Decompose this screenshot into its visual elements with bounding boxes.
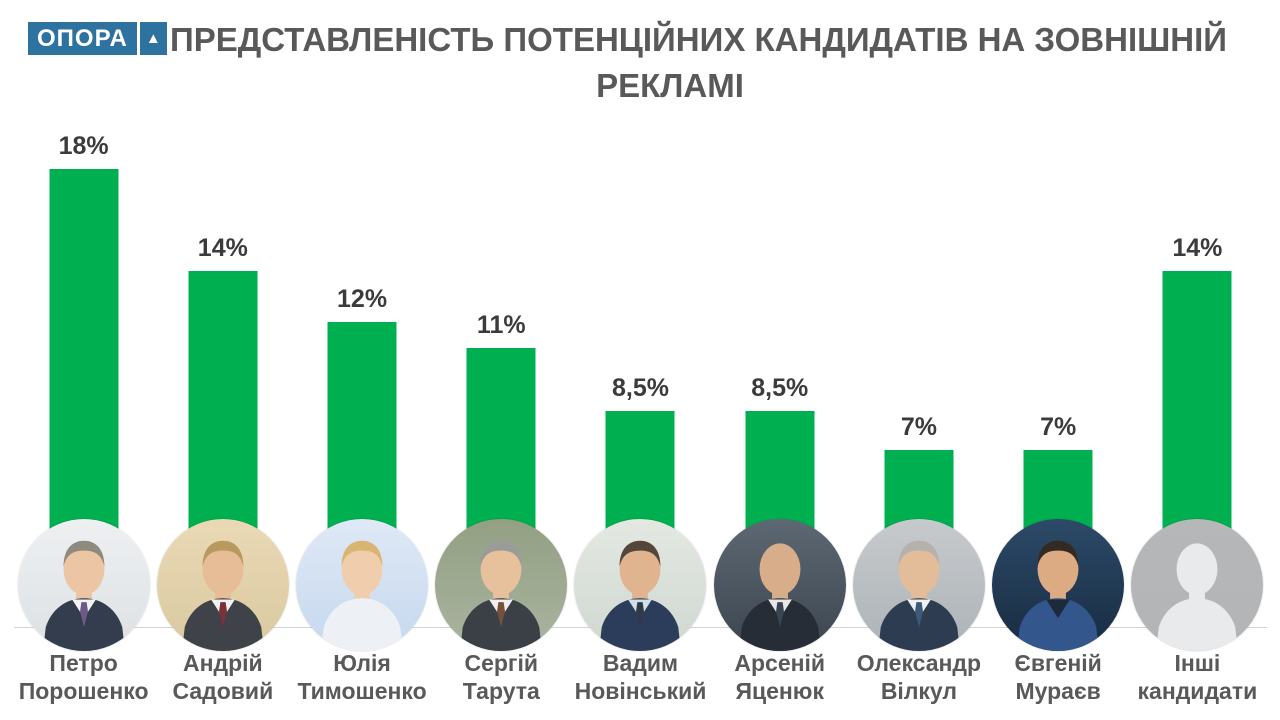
bar-column: 8,5% [571, 130, 710, 651]
chart-title: ПРЕДСТАВЛЕНІСТЬ ПОТЕНЦІЙНИХ КАНДИДАТІВ Н… [170, 17, 1228, 109]
candidate-name-line2: Тимошенко [297, 678, 427, 704]
candidate-name-line1: Інші [1174, 650, 1221, 676]
candidate-photo [17, 519, 150, 651]
candidate-name: Петро Порошенко [14, 649, 153, 705]
candidate-name-line2: Садовий [172, 678, 274, 704]
bar-chart: 18% 14% 12% [14, 130, 1267, 651]
bar-column: 11% [432, 130, 571, 651]
candidate-name: Євгеній Мураєв [989, 649, 1128, 705]
person-silhouette-icon [1017, 540, 1100, 651]
candidate-photo [1131, 519, 1264, 651]
person-silhouette-icon [599, 540, 682, 651]
bar-column: 14% [153, 130, 292, 651]
candidate-name-line2: Яценюк [735, 678, 824, 704]
bar-value-label: 7% [1040, 412, 1077, 441]
candidate-name: Сергій Тарута [432, 649, 571, 705]
bar-value-label: 18% [58, 132, 109, 160]
candidate-name: Юлія Тимошенко [292, 649, 431, 705]
candidate-name-line1: Юлія [333, 650, 391, 676]
bar-value-label: 12% [337, 285, 388, 313]
candidate-photo [713, 519, 846, 651]
person-silhouette-icon [321, 540, 403, 651]
candidate-photo [435, 519, 568, 651]
bar-value-label: 14% [197, 234, 248, 262]
candidate-name-line2: Мураєв [1015, 678, 1101, 704]
chart-title-line1: ПРЕДСТАВЛЕНІСТЬ ПОТЕНЦІЙНИХ КАНДИДАТІВ Н… [170, 21, 1228, 58]
candidate-photo [852, 519, 985, 651]
candidate-name-line1: Сергій [464, 650, 539, 676]
candidate-name-line1: Петро [49, 650, 118, 676]
person-silhouette-icon [42, 540, 125, 651]
opora-logo: ОПОРА ▲ [28, 22, 167, 55]
bar-value-label: 14% [1172, 234, 1223, 262]
candidate-photo [296, 519, 429, 651]
candidate-name: Олександр Вілкул [849, 649, 988, 705]
bar-value-label: 7% [900, 412, 937, 441]
bar-column: 8,5% [710, 130, 849, 651]
candidate-name-line2: Вілкул [880, 678, 958, 704]
bar-columns: 18% 14% 12% [14, 130, 1267, 651]
person-silhouette-icon [738, 543, 821, 651]
bar-column: 7% [849, 130, 988, 651]
bar-value-label: 8,5% [751, 374, 809, 403]
opora-logo-triangle-icon: ▲ [139, 22, 167, 55]
candidate-name: Вадим Новінський [571, 649, 710, 705]
bar-value-label: 11% [476, 310, 526, 339]
person-silhouette-icon [460, 540, 543, 651]
candidate-name-line1: Олександр [856, 650, 982, 676]
candidate-name: Андрій Садовий [153, 649, 292, 705]
bar-column: 14% [1128, 130, 1267, 651]
candidate-name-line2: кандидати [1137, 678, 1258, 704]
candidate-name-line1: Євгеній [1014, 650, 1102, 676]
candidate-name-line2: Тарута [462, 678, 540, 704]
candidate-name: Арсеній Яценюк [710, 649, 849, 705]
candidate-name: Інші кандидати [1128, 649, 1267, 705]
candidate-name-line2: Порошенко [18, 678, 149, 704]
bar-column: 7% [989, 130, 1128, 651]
category-labels-row: Петро Порошенко Андрій Садовий Юлія Тимо… [14, 649, 1267, 705]
bar-column: 12% [292, 130, 431, 651]
person-silhouette-icon [1156, 543, 1239, 651]
candidate-photo [156, 519, 289, 651]
opora-logo-wordmark: ОПОРА [28, 22, 137, 55]
bar-value-label: 8,5% [612, 374, 669, 403]
person-silhouette-icon [181, 540, 264, 651]
candidate-photo [574, 519, 707, 651]
bar-column: 18% [14, 130, 153, 651]
candidate-name-line1: Андрій [182, 650, 263, 676]
candidate-photo [992, 519, 1125, 651]
person-silhouette-icon [878, 540, 960, 651]
chart-title-line2: РЕКЛАМІ [596, 67, 744, 104]
candidate-name-line2: Новінський [574, 678, 707, 704]
candidate-name-line1: Арсеній [734, 650, 826, 676]
candidate-name-line1: Вадим [602, 650, 679, 676]
